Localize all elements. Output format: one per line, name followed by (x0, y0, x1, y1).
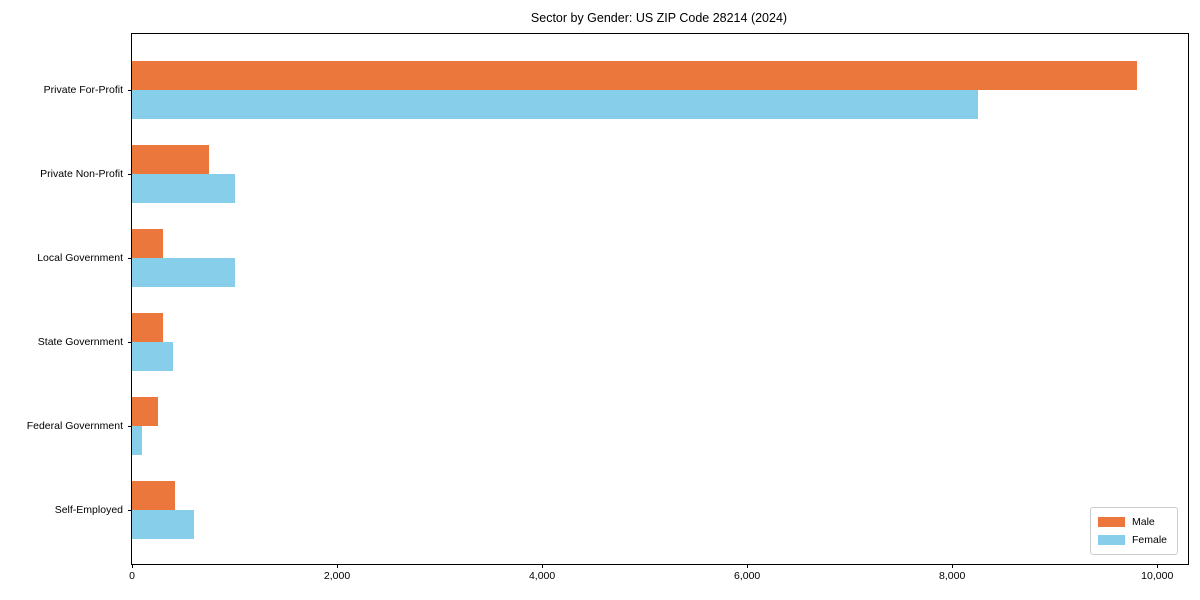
bar-female-local-government (132, 258, 235, 287)
y-tick-label-local-government: Local Government (37, 252, 123, 264)
bar-male-federal-government (132, 397, 158, 426)
bar-male-private-for-profit (132, 61, 1137, 90)
y-tick-mark (128, 174, 132, 175)
y-tick-label-self-employed: Self-Employed (54, 504, 123, 516)
y-tick-mark (128, 342, 132, 343)
y-tick-mark (128, 258, 132, 259)
x-tick-label-0: 0 (129, 570, 135, 582)
x-tick-mark (951, 564, 953, 568)
x-tick-mark (336, 564, 338, 568)
y-tick-label-state-government: State Government (37, 336, 123, 348)
y-tick-mark (128, 90, 132, 91)
y-tick-label-private-non-profit: Private Non-Profit (40, 168, 123, 180)
y-tick-label-private-for-profit: Private For-Profit (43, 84, 123, 96)
y-tick-mark (128, 426, 132, 427)
x-tick-label-6000: 6,000 (734, 570, 761, 582)
x-tick-mark (541, 564, 543, 568)
x-tick-mark (746, 564, 748, 568)
chart-title: Sector by Gender: US ZIP Code 28214 (202… (530, 11, 788, 25)
legend: Male Female (1090, 507, 1178, 555)
bar-male-local-government (132, 229, 163, 258)
bar-male-state-government (132, 313, 163, 342)
x-tick-label-2000: 2,000 (323, 570, 351, 582)
legend-row-male: Male (1098, 513, 1170, 531)
x-tick-label-4000: 4,000 (528, 570, 556, 582)
bar-female-self-employed (132, 510, 194, 539)
y-tick-mark (128, 510, 132, 511)
bar-female-private-for-profit (132, 90, 978, 119)
male-swatch (1098, 517, 1125, 527)
x-tick-label-10000: 10,000 (1141, 570, 1174, 582)
bar-female-state-government (132, 342, 173, 371)
x-tick-mark (131, 564, 133, 568)
bar-female-private-non-profit (132, 174, 235, 203)
x-tick-mark (1156, 564, 1158, 568)
legend-label-female: Female (1132, 534, 1168, 546)
female-swatch (1098, 535, 1125, 545)
legend-row-female: Female (1098, 531, 1170, 549)
bar-male-self-employed (132, 481, 176, 510)
plot-area: Male Female Private For-Profit Private No… (27, 33, 1189, 582)
x-tick-label-8000: 8,000 (939, 570, 966, 582)
bar-male-private-non-profit (132, 145, 209, 174)
y-tick-label-federal-government: Federal Government (26, 420, 123, 432)
legend-label-male: Male (1132, 516, 1155, 528)
bar-female-federal-government (132, 426, 143, 455)
